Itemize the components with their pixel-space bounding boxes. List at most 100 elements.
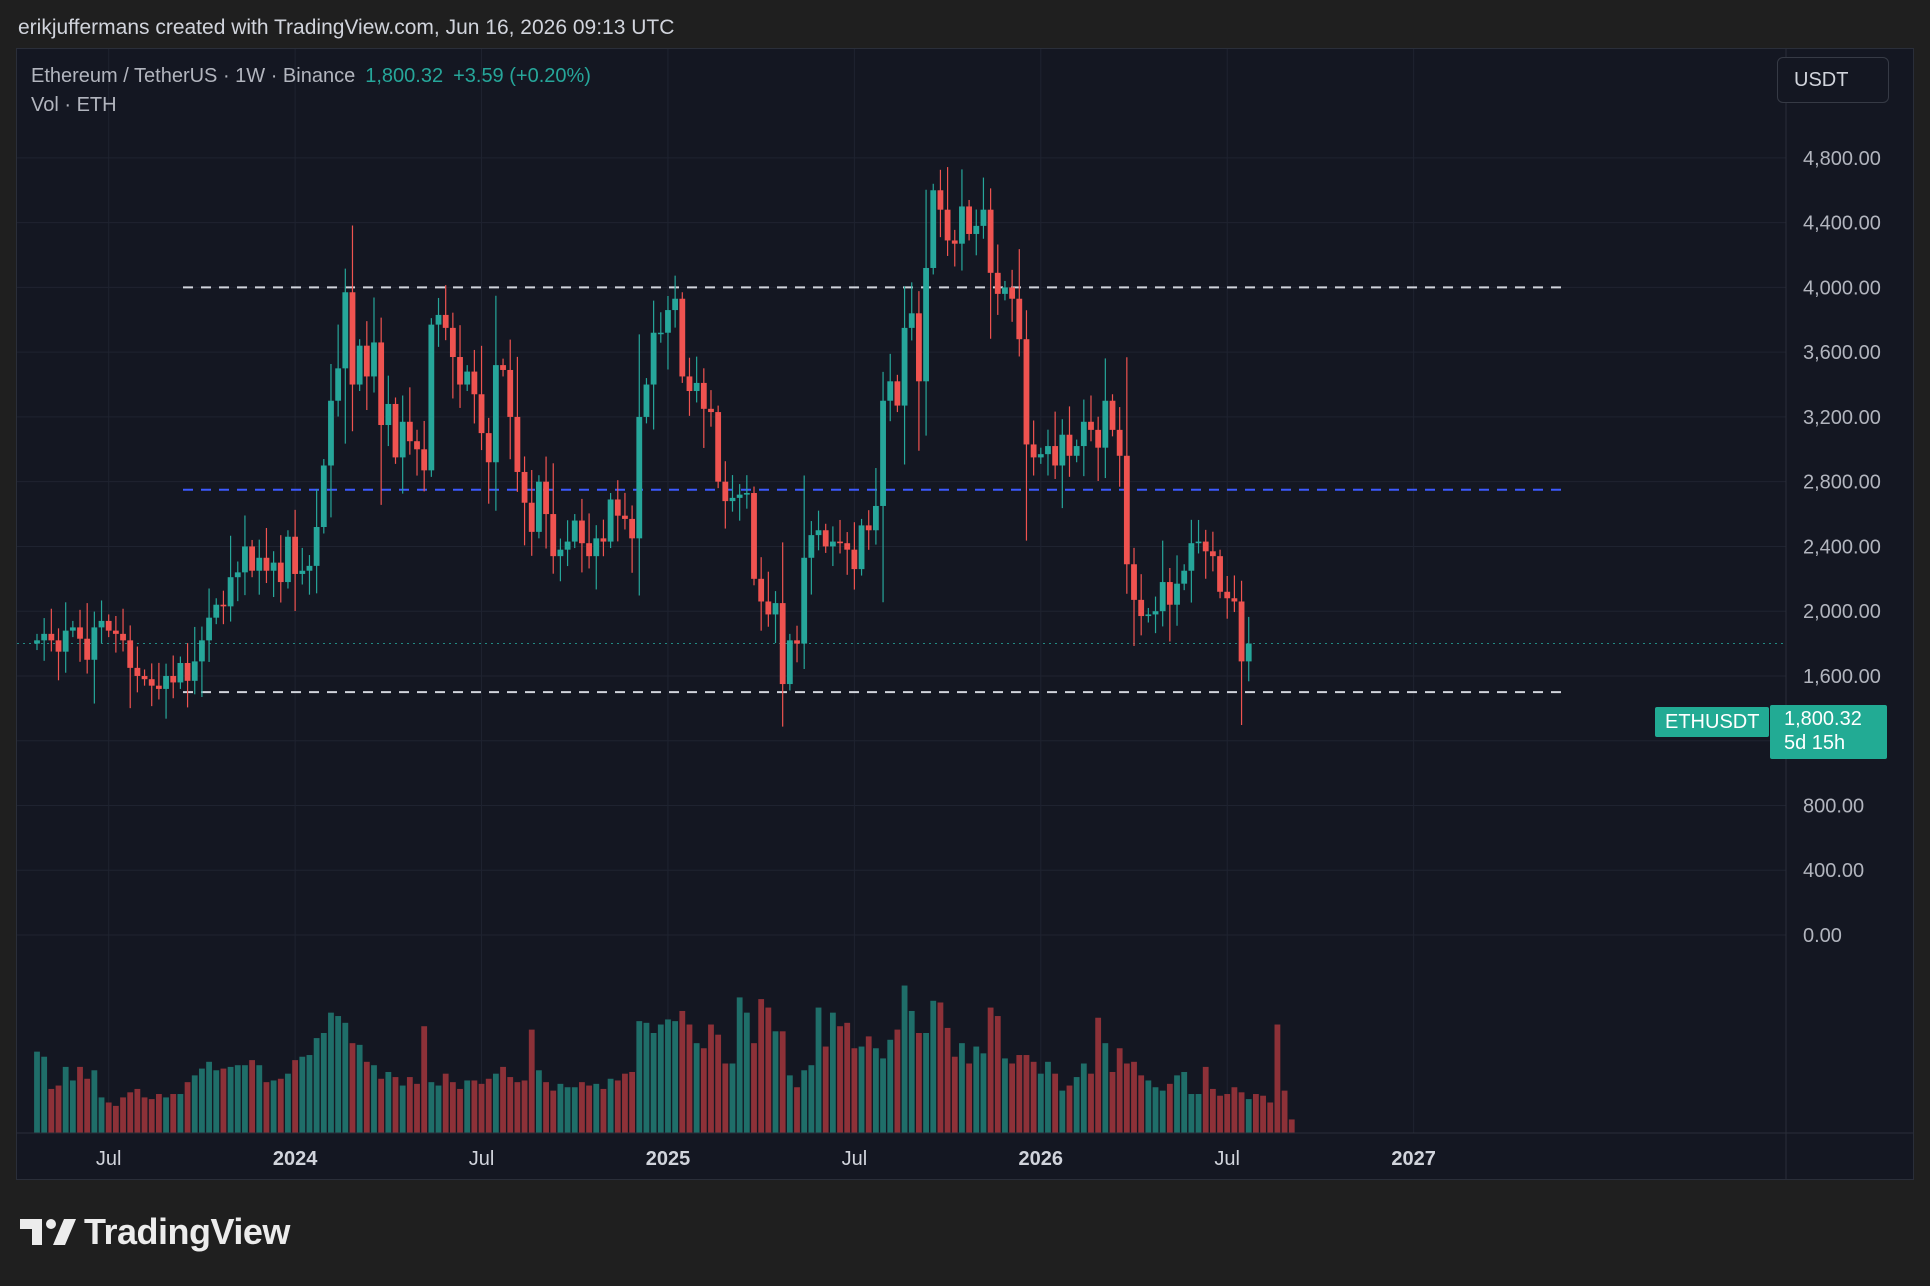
candle-body [55, 640, 62, 652]
legend-change: +3.59 (+0.20%) [453, 65, 591, 87]
volume-bar [665, 1019, 671, 1133]
candle-body [887, 381, 894, 401]
candle-body [34, 640, 40, 644]
candle-body [385, 403, 392, 426]
volume-bar [973, 1046, 980, 1133]
candle-body [414, 441, 420, 450]
volume-bar [1059, 1090, 1066, 1133]
volume-bar [1288, 1119, 1295, 1133]
candle-body [1052, 446, 1059, 466]
volume-bar [923, 1032, 929, 1133]
candle-body [485, 433, 492, 463]
price-axis-label: 4,800.00 [1803, 148, 1881, 170]
candle-body [951, 240, 958, 244]
volume-bar [837, 1026, 843, 1133]
candle-body [399, 421, 406, 458]
candle-body [679, 298, 686, 377]
volume-bar [980, 1053, 987, 1133]
candle-body [514, 416, 521, 472]
candle-body [155, 685, 162, 689]
currency-button[interactable]: USDT [1777, 57, 1889, 103]
volume-bar [672, 1021, 679, 1133]
volume-bar [199, 1068, 205, 1133]
candle-body [320, 465, 327, 528]
volume-bar [292, 1060, 299, 1133]
candle-body [41, 633, 48, 641]
volume-bar [930, 1000, 937, 1133]
candle-body [199, 640, 205, 662]
volume-bar [170, 1094, 177, 1133]
volume-bar [1181, 1071, 1188, 1133]
candle-body [528, 502, 535, 532]
chart-credit: erikjuffermans created with TradingView.… [18, 16, 675, 39]
volume-bar [722, 1063, 729, 1133]
candle-body [607, 499, 614, 542]
candle-body [299, 570, 306, 574]
volume-bar [414, 1083, 420, 1133]
candle-body [880, 400, 886, 506]
volume-bar [306, 1055, 313, 1133]
candle-body [313, 527, 320, 566]
volume-bar [844, 1022, 851, 1133]
volume-bar [1209, 1088, 1216, 1133]
candle-body [916, 313, 922, 382]
candle-body [349, 292, 356, 385]
candle-body [249, 546, 255, 571]
volume-bar [822, 1046, 829, 1133]
candle-body [622, 515, 628, 519]
time-axis-label: 2025 [646, 1148, 691, 1170]
volume-bar [478, 1083, 485, 1133]
candle-body [844, 543, 851, 550]
price-axis-label: 400.00 [1803, 860, 1864, 882]
volume-bar [371, 1065, 377, 1133]
volume-bar [1188, 1094, 1195, 1133]
volume-bar [1145, 1080, 1152, 1133]
candle-body [930, 190, 937, 268]
candle-body [442, 314, 449, 328]
candle-body [435, 314, 442, 325]
volume-bar [141, 1097, 148, 1133]
volume-bar [751, 1043, 757, 1133]
candle-body [242, 546, 248, 573]
candle-body [614, 499, 621, 516]
price-axis-label: 3,200.00 [1803, 407, 1881, 429]
volume-bar [571, 1087, 578, 1133]
volume-bar [41, 1056, 48, 1133]
volume-bar [1116, 1048, 1123, 1133]
volume-bar [55, 1085, 62, 1133]
chart-frame[interactable]: 0.00400.00800.001,200.001,600.002,000.00… [16, 48, 1914, 1180]
candle-body [471, 371, 478, 395]
volume-bar [693, 1043, 700, 1133]
volume-bar [564, 1087, 571, 1133]
candle-body [306, 565, 313, 571]
price-axis-label: 2,400.00 [1803, 536, 1881, 558]
volume-bar [629, 1071, 636, 1133]
volume-bar [356, 1044, 363, 1133]
candle-body [492, 365, 499, 463]
candle-body [1188, 543, 1195, 571]
candle-body [579, 520, 585, 544]
volume-bar [134, 1088, 141, 1133]
candle-body [1166, 582, 1173, 605]
chart-canvas[interactable]: 0.00400.00800.001,200.001,600.002,000.00… [17, 49, 1914, 1180]
volume-bar [679, 1010, 686, 1133]
volume-bar [120, 1097, 126, 1133]
candle-body [1023, 339, 1030, 445]
candle-body [62, 630, 69, 652]
candle-body [184, 663, 191, 681]
candle-body [1224, 591, 1231, 599]
volume-bar [500, 1066, 506, 1133]
candle-body [994, 272, 1001, 294]
candle-body [1217, 556, 1223, 592]
candle-body [112, 630, 119, 634]
candle-body [829, 541, 836, 547]
volume-bar [536, 1070, 542, 1133]
tradingview-logo[interactable]: TradingView [20, 1211, 290, 1253]
candle-body [550, 514, 557, 557]
candle-body [629, 518, 636, 539]
candle-body [1159, 582, 1166, 612]
tradingview-logo-icon [20, 1219, 76, 1245]
grid-lines [17, 49, 1786, 1133]
volume-bar [1016, 1055, 1023, 1133]
candle-body [937, 190, 944, 210]
